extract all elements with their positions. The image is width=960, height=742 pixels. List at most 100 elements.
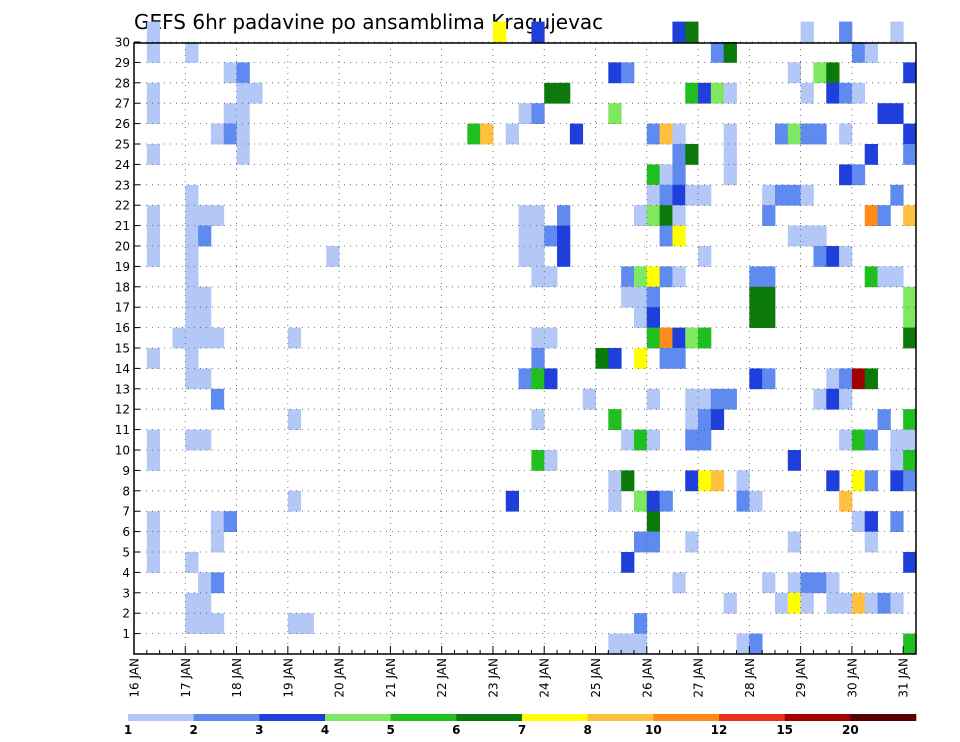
- heatmap-cell: [672, 164, 686, 186]
- heatmap-cell: [903, 429, 917, 451]
- heatmap-cell: [185, 592, 199, 614]
- heatmap-cell: [903, 307, 917, 328]
- heatmap-cell: [839, 490, 853, 512]
- y-tick-label: 10: [115, 444, 130, 458]
- heatmap-cell: [659, 205, 673, 226]
- heatmap-cell: [890, 470, 904, 492]
- x-tick-label: 28 JAN: [743, 658, 757, 698]
- heatmap-cell: [646, 388, 661, 410]
- legend-swatch: [522, 714, 588, 721]
- heatmap-cell: [198, 592, 212, 614]
- heatmap-cell: [287, 490, 302, 512]
- heatmap-cell: [287, 409, 302, 430]
- heatmap-cell: [839, 246, 853, 267]
- heatmap-cell: [762, 205, 776, 226]
- heatmap-cell: [518, 368, 532, 390]
- heatmap-cell: [672, 205, 686, 226]
- heatmap-cell: [787, 450, 802, 471]
- heatmap-cell: [646, 327, 661, 349]
- heatmap-cell: [839, 21, 853, 43]
- heatmap-cell: [672, 327, 686, 349]
- legend-label: 20: [842, 723, 859, 737]
- heatmap-cell: [826, 82, 840, 104]
- heatmap-cell: [839, 388, 853, 410]
- heatmap-cell: [236, 123, 250, 145]
- y-tick-label: 2: [122, 607, 130, 621]
- heatmap-cell: [646, 531, 661, 553]
- heatmap-cell: [749, 266, 763, 288]
- heatmap-cell: [557, 225, 571, 247]
- heatmap-cell: [646, 123, 661, 145]
- heatmap-cell: [531, 246, 545, 267]
- heatmap-cell: [903, 62, 917, 84]
- heatmap-cell: [890, 511, 904, 532]
- heatmap-cell: [595, 348, 609, 369]
- legend-swatch: [653, 714, 720, 721]
- cells-layer: [146, 21, 917, 655]
- heatmap-cell: [185, 327, 199, 349]
- heatmap-cell: [544, 450, 558, 471]
- heatmap-cell: [762, 307, 776, 328]
- y-tick-label: 25: [115, 138, 130, 152]
- legend-swatch: [325, 714, 391, 721]
- heatmap-cell: [646, 307, 661, 328]
- heatmap-cell: [223, 511, 237, 532]
- heatmap-cell: [877, 409, 891, 430]
- x-tick-label: 16 JAN: [128, 658, 142, 698]
- heatmap-cell: [210, 205, 225, 226]
- legend-label: 3: [255, 723, 263, 737]
- heatmap-cell: [544, 82, 558, 104]
- heatmap-cell: [210, 531, 225, 553]
- y-tick-label: 12: [115, 403, 130, 417]
- heatmap-cell: [890, 103, 904, 124]
- x-tick-label: 18 JAN: [230, 658, 244, 698]
- heatmap-cell: [659, 348, 673, 369]
- heatmap-cell: [646, 286, 661, 308]
- y-tick-label: 1: [122, 627, 130, 641]
- legend-swatch: [128, 714, 194, 721]
- heatmap-cell: [864, 205, 878, 226]
- heatmap-cell: [813, 572, 827, 594]
- y-tick-label: 29: [115, 56, 130, 70]
- heatmap-cell: [839, 82, 853, 104]
- heatmap-cell: [557, 82, 571, 104]
- heatmap-cell: [621, 633, 635, 655]
- y-tick-label: 18: [115, 280, 130, 294]
- heatmap-cell: [749, 368, 763, 390]
- heatmap-cell: [787, 592, 802, 614]
- heatmap-cell: [685, 409, 699, 430]
- heatmap-cell: [826, 62, 840, 84]
- x-tick-label: 22 JAN: [435, 658, 449, 698]
- heatmap-cell: [698, 82, 712, 104]
- heatmap-cell: [621, 266, 635, 288]
- heatmap-cell: [223, 62, 237, 84]
- heatmap-cell: [826, 592, 840, 614]
- heatmap-cell: [198, 307, 212, 328]
- heatmap-cell: [249, 82, 263, 104]
- heatmap-cell: [146, 103, 161, 124]
- heatmap-cell: [531, 368, 545, 390]
- heatmap-cell: [646, 266, 661, 288]
- heatmap-cell: [146, 531, 161, 553]
- heatmap-cell: [787, 184, 802, 206]
- heatmap-cell: [185, 205, 199, 226]
- heatmap-cell: [749, 633, 763, 655]
- legend-label: 1: [124, 723, 132, 737]
- heatmap-cell: [698, 429, 712, 451]
- heatmap-cell: [198, 205, 212, 226]
- heatmap-cell: [633, 613, 648, 634]
- heatmap-cell: [621, 552, 635, 573]
- heatmap-cell: [826, 470, 840, 492]
- heatmap-cell: [685, 82, 699, 104]
- legend-label: 4: [321, 723, 329, 737]
- heatmap-cell: [633, 348, 648, 369]
- heatmap-cell: [762, 266, 776, 288]
- y-tick-label: 7: [122, 505, 130, 519]
- heatmap-cell: [723, 388, 737, 410]
- heatmap-cell: [903, 633, 917, 655]
- heatmap-cell: [826, 246, 840, 267]
- heatmap-cell: [633, 307, 648, 328]
- heatmap-cell: [185, 613, 199, 634]
- heatmap-cell: [890, 592, 904, 614]
- heatmap-cell: [659, 184, 673, 206]
